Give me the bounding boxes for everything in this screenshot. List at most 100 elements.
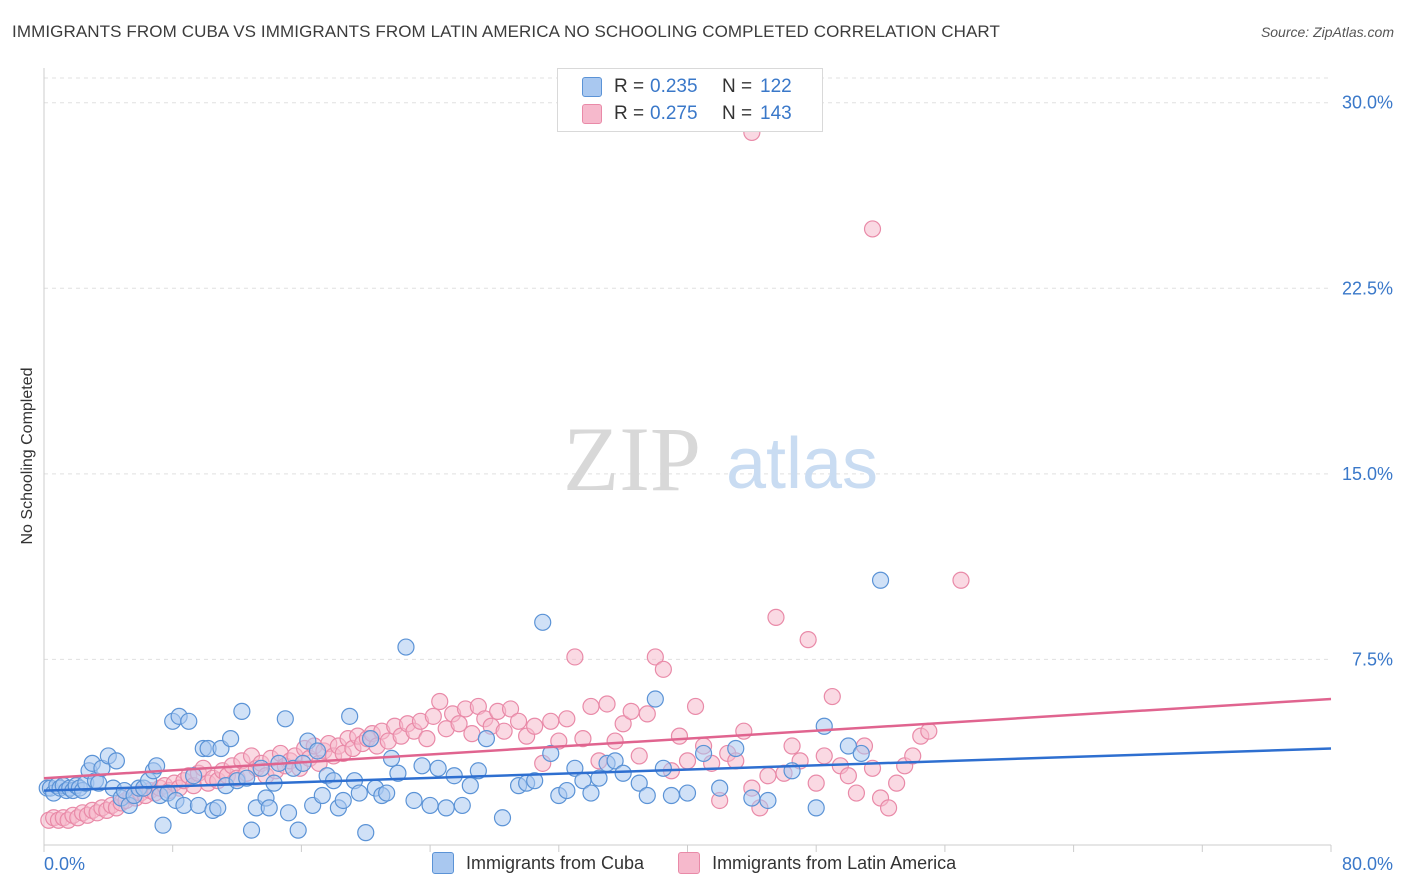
latam-point xyxy=(815,747,833,765)
latam-point xyxy=(847,784,866,802)
cuba-point xyxy=(260,799,278,817)
trend-lines xyxy=(43,697,1332,792)
cuba-point xyxy=(175,796,193,815)
legend-r-value: 0.275 xyxy=(650,103,698,124)
legend-r-label: R = xyxy=(614,76,645,97)
legend-row-latam: R = 0.275 N = 143 xyxy=(582,103,792,125)
latam-point xyxy=(678,752,697,770)
cuba-point xyxy=(180,712,198,730)
latam-point xyxy=(654,660,672,678)
legend-n-label: N = xyxy=(722,76,753,97)
cuba-point xyxy=(638,786,656,805)
cuba-point xyxy=(759,791,777,810)
cuba-point xyxy=(350,784,368,802)
legend-label-cuba: Immigrants from Cuba xyxy=(466,852,645,873)
latam-point xyxy=(783,737,801,755)
latam-point xyxy=(450,715,468,733)
cuba-point xyxy=(839,737,857,755)
legend-item-latam: Immigrants from Latin America xyxy=(678,852,956,874)
latam-point xyxy=(431,692,449,711)
cuba-point xyxy=(558,781,576,800)
cuba-point xyxy=(189,796,208,815)
cuba-point xyxy=(662,786,681,805)
latam-point xyxy=(501,700,520,718)
cuba-point xyxy=(654,759,672,777)
latam-point xyxy=(799,631,817,649)
latam-point xyxy=(638,705,656,723)
latam-point xyxy=(670,727,689,745)
y-tick-label: 15.0% xyxy=(1342,464,1393,484)
cuba-point xyxy=(389,764,407,782)
tick-labels: 7.5% 15.0% 22.5% 30.0% 0.0% 80.0% xyxy=(44,93,1393,874)
x-tick-label: 80.0% xyxy=(1342,854,1393,874)
legend-swatch-cuba xyxy=(582,77,602,97)
latam-point xyxy=(622,702,640,720)
latam-point xyxy=(424,707,442,725)
chart-title: IMMIGRANTS FROM CUBA VS IMMIGRANTS FROM … xyxy=(12,22,1000,41)
cuba-point xyxy=(334,791,352,810)
cuba-point xyxy=(526,772,544,790)
cuba-point xyxy=(341,707,359,725)
latam-point xyxy=(614,715,632,733)
cuba-point xyxy=(493,809,512,827)
cuba-point xyxy=(107,752,125,770)
latam-point xyxy=(495,722,513,740)
latam-point xyxy=(686,697,705,716)
latam-point xyxy=(558,710,576,728)
cuba-point xyxy=(313,786,331,805)
legend-swatch-latam xyxy=(678,852,701,874)
latam-point xyxy=(646,648,664,666)
axes xyxy=(43,68,1332,852)
latam-point xyxy=(566,648,584,666)
cuba-point xyxy=(477,730,496,748)
cuba-point xyxy=(711,779,729,797)
legend-n-value: 122 xyxy=(760,76,792,97)
cuba-point xyxy=(421,796,439,815)
cuba-point xyxy=(727,739,745,758)
series-legend: Immigrants from Cuba Immigrants from Lat… xyxy=(432,852,990,874)
legend-item-cuba: Immigrants from Cuba xyxy=(432,852,644,874)
latam-point xyxy=(606,732,624,750)
cuba-point xyxy=(614,764,632,782)
cuba-point xyxy=(209,799,227,817)
cuba-point xyxy=(469,762,487,780)
latam-point xyxy=(807,774,825,792)
cuba-point xyxy=(815,717,833,735)
source-label: Source: ZipAtlas.com xyxy=(1260,24,1394,40)
cuba-point xyxy=(606,752,624,770)
cuba-point xyxy=(405,791,423,810)
latam-point xyxy=(582,697,600,716)
latam-point xyxy=(952,571,970,589)
cuba-point xyxy=(222,730,240,748)
legend-row-cuba: R = 0.235 N = 122 xyxy=(582,76,792,98)
cuba-point xyxy=(590,769,608,787)
latam-point xyxy=(463,725,481,743)
cuba-point xyxy=(276,710,294,728)
legend-swatch-latam xyxy=(582,104,602,124)
cuba-point xyxy=(453,796,471,815)
latam-point xyxy=(904,747,922,765)
cuba-point xyxy=(154,816,172,834)
cuba-point xyxy=(630,774,648,792)
y-tick-label: 30.0% xyxy=(1342,93,1393,113)
cuba-point xyxy=(871,571,890,589)
cuba-trend-line xyxy=(43,747,1332,792)
cuba-point xyxy=(361,730,380,748)
y-tick-label: 22.5% xyxy=(1342,278,1393,298)
latam-point xyxy=(735,722,753,740)
cuba-point xyxy=(252,759,270,777)
latam-point xyxy=(759,767,777,785)
cuba-point xyxy=(437,799,455,817)
cuba-point xyxy=(233,702,251,720)
cuba-point xyxy=(461,777,479,795)
cuba-point xyxy=(852,744,870,763)
latam-point xyxy=(598,695,616,713)
latam-point xyxy=(879,799,898,817)
cuba-point xyxy=(582,784,600,802)
watermark-atlas: atlas xyxy=(726,424,878,504)
latam-point xyxy=(863,220,882,238)
cuba-point xyxy=(242,821,261,839)
stats-legend: R = 0.235 N = 122 R = 0.275 N = 143 xyxy=(557,68,823,132)
cuba-point xyxy=(279,804,298,822)
